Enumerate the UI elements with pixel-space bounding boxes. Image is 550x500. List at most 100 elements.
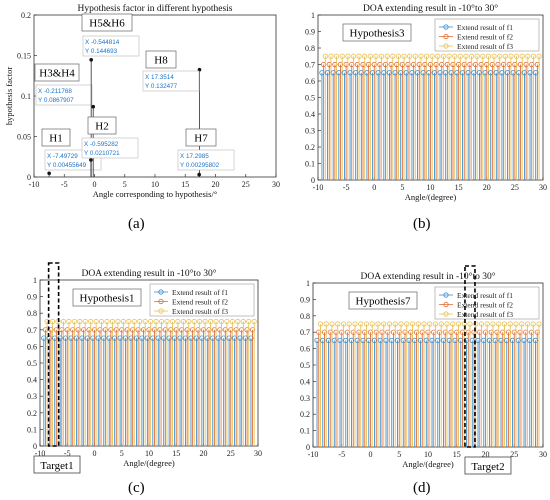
datatip-y: Y 0.0867907 [38,97,74,104]
datatip-x: X 17.2985 [180,153,209,160]
stem-marker [317,321,324,327]
stem-marker [316,329,322,335]
stem-marker [525,53,531,59]
stem-marker [398,70,404,76]
stem-marker [64,327,70,333]
y-tick-label: 1 [306,279,310,288]
y-tick-label: 0.9 [305,28,315,37]
stem-marker [454,329,460,335]
stem-marker [524,321,531,327]
stem-marker [182,335,189,341]
stem-marker [354,337,360,343]
y-tick-label: 0.2 [305,143,315,152]
y-tick-label: 0.05 [17,133,31,142]
x-tick-label: 20 [212,180,220,189]
stem-marker [153,318,159,325]
stem-marker [521,337,527,343]
stem-marker [403,70,409,76]
stem-marker [324,70,331,76]
stem-marker [347,70,353,76]
stem-marker [169,318,176,325]
stem-marker [442,329,448,335]
stem-marker [333,53,340,59]
stem-marker [144,335,150,341]
stem-marker [249,327,256,333]
stem-marker [471,329,477,335]
stem-marker [475,337,481,343]
stem-marker [440,337,447,343]
data-point [89,158,93,162]
stem-marker [320,337,326,343]
stem-marker [193,335,200,341]
stem-marker [488,70,494,76]
stem-marker [411,61,417,68]
stem-marker [438,321,444,327]
stem-marker [177,335,183,341]
stem-marker [180,318,186,325]
datatip-y: Y 0.132477 [145,83,178,90]
x-tick-label: 30 [539,450,547,459]
stem-marker [500,329,506,335]
stem-marker [371,337,378,343]
panel-label-b: (b) [413,216,431,232]
stem-marker [498,337,504,343]
data-point [197,67,202,72]
stem-marker [423,53,430,59]
stem-marker [221,335,227,341]
chart-b: DOA extending result in -10°to 30° -10 -5 0… [305,3,547,202]
stem-marker [206,327,212,333]
y-tick-label: 0.6 [300,345,310,354]
legend-entry: Extend result of f2 [457,300,513,309]
stem-marker [515,337,521,343]
stem-marker [335,321,341,327]
stem-marker [231,335,238,341]
x-tick-label: -5 [61,180,68,189]
stem-marker [226,335,232,341]
y-axis-label: hypothesis factor [4,67,14,125]
y-tick-label: 1 [33,276,37,285]
stem-marker [142,318,148,325]
stem-marker [199,335,205,341]
stem-marker [422,61,428,68]
hypothesis-label: H8 [154,55,168,67]
stem-marker [377,61,383,68]
legend-entry: Extend result of f2 [172,297,228,306]
y-tick-label: 0.1 [21,92,31,101]
stem-marker [240,318,246,325]
stem-marker [88,318,94,325]
stem-marker [392,70,398,76]
stem-marker [501,321,508,327]
stem-marker [511,329,517,335]
stem-marker [148,318,154,325]
stem-marker [369,321,375,327]
legend-entry: Extend result of f1 [457,23,513,32]
stem-marker [401,53,407,59]
stem-marker [513,53,520,59]
x-tick-label: 0 [93,449,97,458]
x-tick-label: 15 [172,449,180,458]
stem-marker [459,70,466,76]
stem-marker [527,70,533,76]
stem-marker [98,318,105,325]
stem-marker [373,329,379,335]
stem-marker [157,327,163,333]
data-point [47,171,51,176]
stem-marker [509,337,516,343]
hypothesis-label-box [145,50,177,69]
data-point [197,172,201,177]
stem-marker [377,337,383,343]
stem-marker [131,318,137,325]
stem-marker [506,61,512,68]
datatip-x: X -0.211768 [38,88,72,95]
stem-marker [81,327,87,333]
hypothesis-label: H2 [95,121,108,133]
stem-marker [91,327,98,333]
datatip-box [142,70,200,92]
stem-marker [456,61,462,68]
stem-marker [244,327,250,333]
y-tick-label: 0.3 [27,392,37,401]
stem-marker [346,321,352,327]
datatip-x: X -7.49729 [47,153,78,160]
stem-marker [517,61,524,68]
